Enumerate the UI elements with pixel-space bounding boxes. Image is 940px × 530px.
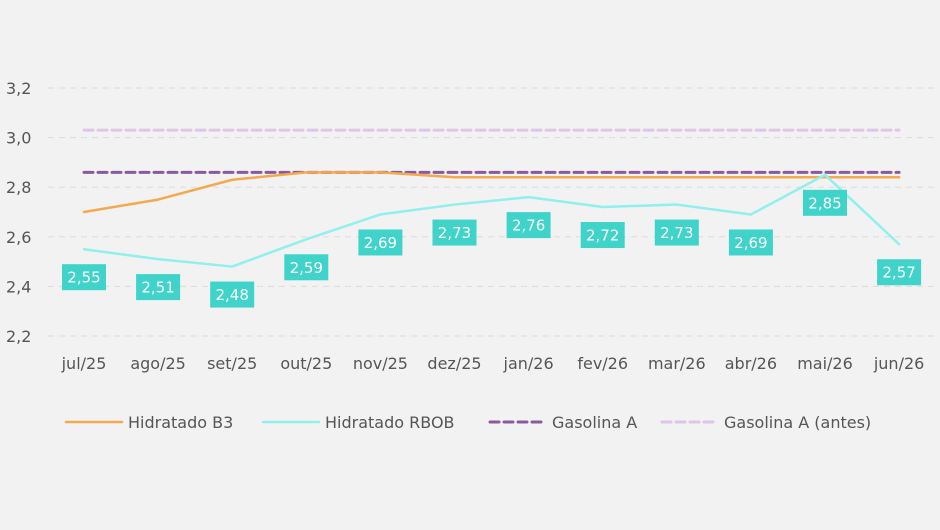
x-tick-label: mar/26 bbox=[648, 354, 706, 373]
legend-item: Hidratado B3 bbox=[64, 413, 233, 432]
y-tick-label: 3,0 bbox=[6, 129, 31, 148]
series-line bbox=[82, 171, 901, 214]
data-label: 2,51 bbox=[136, 274, 181, 301]
data-label-box bbox=[210, 281, 255, 308]
data-label-text: 2,48 bbox=[215, 286, 248, 304]
data-label-box bbox=[284, 254, 329, 281]
data-label-text: 2,57 bbox=[882, 264, 915, 282]
data-label: 2,73 bbox=[432, 219, 477, 246]
data-label-box bbox=[432, 219, 477, 246]
data-label-box bbox=[358, 229, 403, 256]
data-label: 2,76 bbox=[506, 212, 551, 239]
data-label: 2,55 bbox=[62, 264, 106, 291]
data-label: 2,57 bbox=[877, 259, 922, 286]
data-label-box bbox=[580, 222, 625, 249]
data-labels: 2,55 2,51 2,48 2,59 2,69 2,73 2,76 2,72 2,73 2,69… bbox=[62, 189, 922, 308]
legend-label: Hidratado B3 bbox=[128, 413, 233, 432]
legend-item: Hidratado RBOB bbox=[261, 413, 455, 432]
y-tick-label: 2,2 bbox=[6, 327, 31, 346]
grid-layer bbox=[48, 87, 935, 337]
legend-label: Gasolina A (antes) bbox=[724, 413, 871, 432]
y-tick-label: 3,2 bbox=[6, 79, 31, 98]
data-label-text: 2,59 bbox=[290, 259, 323, 277]
x-axis: jul/25 ago/25 set/25 out/25 nov/25 dez/25 jan/… bbox=[61, 354, 925, 373]
y-tick-label: 2,4 bbox=[6, 277, 31, 296]
data-label-text: 2,69 bbox=[364, 234, 397, 252]
legend-label: Hidratado RBOB bbox=[325, 413, 455, 432]
data-label-text: 2,85 bbox=[808, 194, 841, 212]
y-tick-label: 2,8 bbox=[6, 178, 31, 197]
x-tick-label: out/25 bbox=[280, 354, 332, 373]
x-tick-label: fev/26 bbox=[577, 354, 628, 373]
data-label: 2,72 bbox=[580, 222, 625, 249]
data-label-text: 2,55 bbox=[67, 269, 100, 287]
legend: Hidratado B3 Hidratado RBOB Gasolina A Gaso… bbox=[64, 413, 871, 432]
data-label-text: 2,76 bbox=[512, 217, 545, 235]
x-tick-label: jul/25 bbox=[61, 354, 107, 373]
data-label-text: 2,73 bbox=[438, 224, 471, 242]
data-label-text: 2,72 bbox=[586, 227, 619, 245]
data-label-box bbox=[506, 212, 551, 239]
data-label: 2,73 bbox=[654, 219, 699, 246]
data-label: 2,48 bbox=[210, 281, 255, 308]
data-label-box bbox=[728, 229, 773, 256]
x-tick-label: nov/25 bbox=[353, 354, 408, 373]
data-label-box bbox=[136, 274, 181, 301]
x-tick-label: dez/25 bbox=[427, 354, 481, 373]
data-label: 2,59 bbox=[284, 254, 329, 281]
x-tick-label: abr/26 bbox=[725, 354, 777, 373]
data-label-text: 2,69 bbox=[734, 234, 767, 252]
data-label-box bbox=[62, 264, 106, 291]
data-label-box bbox=[803, 189, 847, 216]
data-label: 2,85 bbox=[803, 189, 847, 216]
legend-label: Gasolina A bbox=[552, 413, 637, 432]
y-axis: 3,2 3,0 2,8 2,6 2,4 2,2 bbox=[6, 79, 31, 346]
series-line bbox=[82, 173, 901, 268]
data-label: 2,69 bbox=[728, 229, 773, 256]
data-label-box bbox=[877, 259, 922, 286]
y-tick-label: 2,6 bbox=[6, 228, 31, 247]
x-tick-label: ago/25 bbox=[130, 354, 186, 373]
series-layer bbox=[82, 128, 901, 268]
data-label-text: 2,51 bbox=[141, 279, 174, 297]
x-tick-label: jan/26 bbox=[503, 354, 554, 373]
x-tick-label: set/25 bbox=[207, 354, 257, 373]
legend-item: Gasolina A (antes) bbox=[660, 413, 871, 432]
data-label-text: 2,73 bbox=[660, 224, 693, 242]
legend-item: Gasolina A bbox=[488, 413, 637, 432]
data-label: 2,69 bbox=[358, 229, 403, 256]
x-tick-label: jun/26 bbox=[873, 354, 924, 373]
data-label-box bbox=[654, 219, 699, 246]
x-tick-label: mai/26 bbox=[797, 354, 853, 373]
